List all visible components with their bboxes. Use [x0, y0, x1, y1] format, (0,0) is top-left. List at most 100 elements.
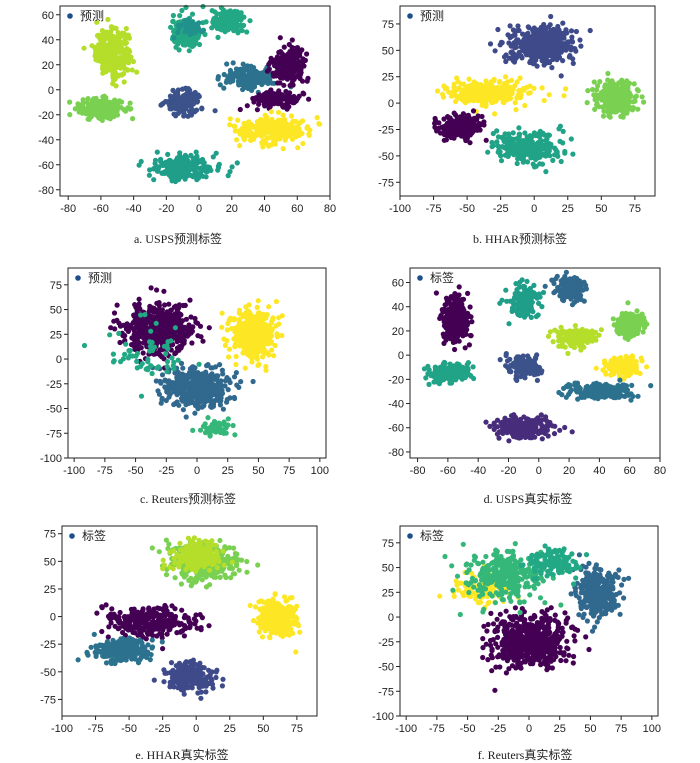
scatter-point — [621, 112, 626, 117]
x-tick-label: -60 — [93, 203, 109, 215]
scatter-point — [619, 86, 624, 91]
scatter-point — [260, 349, 265, 354]
scatter-point — [540, 85, 545, 90]
scatter-point — [160, 325, 165, 330]
scatter-point — [304, 51, 309, 56]
scatter-point — [154, 287, 159, 292]
scatter-point — [253, 133, 258, 138]
scatter-point — [499, 158, 504, 163]
scatter-point — [513, 107, 518, 112]
scatter-point — [105, 35, 110, 40]
scatter-point — [177, 47, 182, 52]
scatter-point — [114, 318, 119, 323]
scatter-point — [195, 99, 200, 104]
scatter-point — [243, 338, 248, 343]
scatter-point — [236, 78, 241, 83]
scatter-point — [293, 119, 298, 124]
scatter-point — [166, 101, 171, 106]
scatter-point — [109, 27, 114, 32]
scatter-point — [557, 41, 562, 46]
x-tick-label: -75 — [426, 203, 442, 215]
scatter-point — [514, 39, 519, 44]
scatter-point — [230, 164, 235, 169]
scatter-point — [627, 81, 632, 86]
scatter-point — [244, 29, 249, 34]
scatter-point — [299, 47, 304, 52]
scatter-point — [122, 333, 127, 338]
scatter-point — [232, 329, 237, 334]
scatter-point — [256, 92, 261, 97]
scatter-point — [227, 347, 232, 352]
scatter-point — [187, 164, 192, 169]
scatter-point — [240, 75, 245, 80]
scatter-point — [570, 152, 575, 157]
scatter-point — [67, 100, 72, 105]
scatter-point — [255, 107, 260, 112]
scatter-point — [217, 162, 222, 167]
scatter-point — [234, 12, 239, 17]
scatter-point — [181, 106, 186, 111]
scatter-point — [555, 24, 560, 29]
scatter-point — [521, 86, 526, 91]
scatter-point — [274, 94, 279, 99]
scatter-point — [632, 81, 637, 86]
scatter-point — [444, 86, 449, 91]
scatter-point — [306, 97, 311, 102]
scatter-point — [614, 109, 619, 114]
scatter-point — [453, 93, 458, 98]
scatter-point — [245, 312, 250, 317]
scatter-point — [491, 131, 496, 136]
scatter-point — [464, 93, 469, 98]
scatter-point — [163, 385, 168, 390]
scatter-point — [572, 46, 577, 51]
scatter-point — [139, 159, 144, 164]
scatter-point — [107, 59, 112, 64]
scatter-point — [528, 147, 533, 152]
scatter-point — [181, 407, 186, 412]
scatter-point — [531, 86, 536, 91]
scatter-point — [284, 124, 289, 129]
scatter-point — [175, 308, 180, 313]
scatter-point — [273, 142, 278, 147]
scatter-point — [221, 86, 226, 91]
x-tick-label: -25 — [493, 203, 509, 215]
scatter-point — [128, 101, 133, 106]
scatter-point — [445, 114, 450, 119]
scatter-point — [484, 138, 489, 143]
scatter-point — [126, 60, 131, 65]
scatter-point — [265, 340, 270, 345]
scatter-point — [529, 50, 534, 55]
scatter-point — [112, 310, 117, 315]
scatter-point — [548, 144, 553, 149]
scatter-point — [243, 366, 248, 371]
legend-label: 预测 — [80, 9, 104, 23]
scatter-point — [270, 315, 275, 320]
scatter-point — [87, 105, 92, 110]
scatter-point — [273, 120, 278, 125]
scatter-point — [178, 171, 183, 176]
scatter-point — [263, 364, 268, 369]
scatter-point — [234, 137, 239, 142]
scatter-point — [262, 79, 267, 84]
scatter-point — [101, 113, 106, 118]
scatter-point — [110, 65, 115, 70]
scatter-point — [177, 313, 182, 318]
scatter-point — [284, 53, 289, 58]
scatter-point — [251, 379, 256, 384]
scatter-point — [113, 60, 118, 65]
scatter-point — [171, 13, 176, 18]
scatter-point — [251, 65, 256, 70]
scatter-point — [561, 93, 566, 98]
scatter-point — [569, 136, 574, 141]
scatter-point — [568, 44, 573, 49]
scatter-point — [619, 78, 624, 83]
x-tick-label: 60 — [291, 203, 303, 215]
scatter-point — [493, 48, 498, 53]
scatter-point — [588, 28, 593, 33]
scatter-point — [141, 350, 146, 355]
scatter-point — [177, 150, 182, 155]
scatter-point — [245, 103, 250, 108]
scatter-point — [533, 27, 538, 32]
scatter-point — [255, 305, 260, 310]
